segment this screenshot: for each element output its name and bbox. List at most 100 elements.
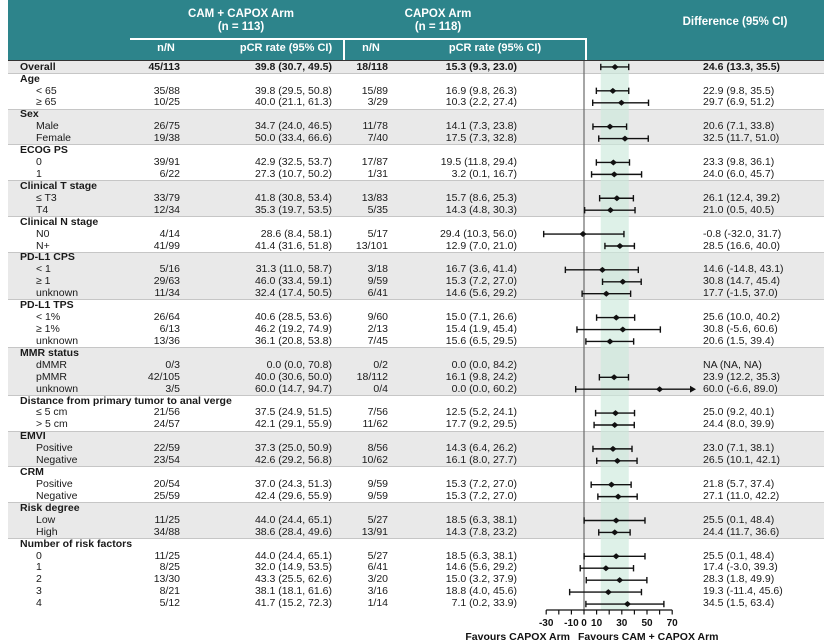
arm2-pcr-cell: 7.1 (0.2, 33.9) (451, 597, 517, 610)
arm2-pcr-cell: 15.3 (7.2, 27.0) (445, 489, 517, 502)
arm2-pcr-cell: 19.5 (11.8, 29.4) (440, 156, 517, 169)
arm2-nN-cell: 1/14 (367, 597, 388, 610)
subgroup-header-label: ECOG PS (20, 144, 68, 157)
table-row: ECOG PS (8, 144, 824, 156)
row-label: < 65 (36, 84, 57, 97)
table-row: T4 12/34 35.3 (19.7, 53.5) 5/35 14.3 (4.8, 3… (8, 204, 824, 216)
arm1-pcr-cell: 39.8 (29.5, 50.8) (254, 84, 332, 97)
subgroup-header-label: EMVI (20, 430, 46, 443)
arm1-nN-cell: 34/88 (153, 525, 180, 538)
row-label: Overall (20, 60, 56, 73)
difference-cell: 17.4 (-3.0, 39.3) (703, 561, 778, 574)
arm1-nN-cell: 22/59 (153, 442, 180, 455)
difference-cell: 25.5 (0.1, 48.4) (703, 513, 775, 526)
difference-cell: 26.5 (10.1, 42.1) (703, 454, 781, 467)
table-row: ≥ 65 10/25 40.0 (21.1, 61.3) 3/29 10.3 (2.2,… (8, 97, 824, 109)
subgroup-block: PD-L1 TPS < 1% 26/64 40.6 (28.5, 53.6) 9/60 1… (8, 299, 824, 347)
difference-cell: NA (NA, NA) (703, 358, 762, 371)
arm1-pcr-cell: 0.0 (0.0, 70.8) (266, 358, 332, 371)
arm2-nN-cell: 7/40 (367, 132, 388, 145)
table-row: 0 39/91 42.9 (32.5, 53.7) 17/87 19.5 (11.8, … (8, 156, 824, 168)
difference-cell: 24.4 (11.7, 36.6) (703, 525, 780, 538)
arm1-pcr-cell: 39.8 (30.7, 49.5) (254, 60, 332, 73)
rows-container: Overall 45/113 39.8 (30.7, 49.5) 18/118 15.3… (8, 61, 824, 609)
difference-cell: 27.1 (11.0, 42.2) (703, 489, 780, 502)
arm2-pcr-cell: 10.3 (2.2, 27.4) (445, 96, 517, 109)
difference-cell: 20.6 (1.5, 39.4) (703, 334, 775, 347)
difference-cell: 26.1 (12.4, 39.2) (703, 191, 781, 204)
table-row: unknown 13/36 36.1 (20.8, 53.8) 7/45 15.6 (6… (8, 335, 824, 347)
arm2-pcr-cell: 14.3 (7.8, 23.2) (445, 525, 517, 538)
arm2-pcr-cell: 14.6 (5.6, 29.2) (445, 287, 517, 300)
table-row: > 5 cm 24/57 42.1 (29.1, 55.9) 11/62 17.7 (9… (8, 419, 824, 431)
subgroup-block: Risk degree Low 11/25 44.0 (24.4, 65.1) 5/27… (8, 502, 824, 538)
arm2-nN-cell: 0/2 (373, 358, 388, 371)
arm2-nN-cell: 5/35 (367, 203, 388, 216)
table-row: Distance from primary tumor to anal verg… (8, 395, 824, 407)
difference-cell: 19.3 (-11.4, 45.6) (703, 585, 783, 598)
arm1-pcr-cell: 42.4 (29.6, 55.9) (254, 489, 332, 502)
subgroup-header-label: MMR status (20, 346, 79, 359)
arm1-nN-cell: 11/34 (154, 287, 181, 300)
row-label: unknown (36, 287, 79, 300)
arm1-pcr-cell: 41.8 (30.8, 53.4) (254, 191, 332, 204)
difference-cell: -0.8 (-32.0, 31.7) (703, 227, 782, 240)
arm2-nN-cell: 1/31 (367, 168, 388, 180)
arm1-nN-cell: 23/54 (153, 454, 180, 467)
axis-tick-label: 30 (616, 618, 628, 629)
header-cell-divider (343, 38, 345, 60)
arm1-pcr-cell: 41.7 (15.2, 72.3) (254, 597, 332, 610)
arm2-pcr-cell: 14.6 (5.6, 29.2) (445, 561, 517, 574)
nN-column-header-arm2: n/N (362, 42, 380, 54)
table-row: dMMR 0/3 0.0 (0.0, 70.8) 0/2 0.0 (0.0, 84.2)… (8, 359, 824, 371)
difference-cell: 30.8 (14.7, 45.4) (703, 275, 781, 288)
arm2-pcr-cell: 15.4 (1.9, 45.4) (445, 322, 517, 335)
subgroup-block: MMR status dMMR 0/3 0.0 (0.0, 70.8) 0/2 0.0 (… (8, 347, 824, 395)
arm2-nN-cell: 8/56 (367, 442, 388, 455)
subgroup-block: Overall 45/113 39.8 (30.7, 49.5) 18/118 15.3… (8, 61, 824, 73)
table-row: ≥ 1% 6/13 46.2 (19.2, 74.9) 2/13 15.4 (1.9, … (8, 323, 824, 335)
arm2-nN-cell: 3/18 (367, 263, 388, 276)
table-row: Number of risk factors (8, 538, 824, 550)
arm1-nN-cell: 42/105 (147, 370, 180, 383)
difference-cell: 20.6 (7.1, 33.8) (703, 120, 775, 133)
arm2-nN-cell: 5/27 (367, 549, 388, 562)
subgroup-block: CRM Positive 20/54 37.0 (24.3, 51.3) 9/59 15.… (8, 466, 824, 502)
arm1-pcr-cell: 27.3 (10.7, 50.2) (254, 168, 332, 180)
arm2-pcr-cell: 15.0 (3.2, 37.9) (445, 573, 517, 586)
arm2-nN-cell: 9/59 (367, 275, 388, 288)
table-row: < 1 5/16 31.3 (11.0, 58.7) 3/18 16.7 (3.6, 4… (8, 264, 824, 276)
arm1-nN-cell: 19/38 (153, 132, 180, 145)
subgroup-block: ECOG PS 0 39/91 42.9 (32.5, 53.7) 17/87 19.5 … (8, 144, 824, 180)
arm2-pcr-cell: 17.5 (7.3, 32.8) (445, 132, 517, 145)
table-row: ≥ 1 29/63 46.0 (33.4, 59.1) 9/59 15.3 (7.2, … (8, 276, 824, 288)
table-row: PD-L1 CPS (8, 252, 824, 264)
row-label: < 1% (36, 311, 61, 324)
table-row: N+ 41/99 41.4 (31.6, 51.8) 13/101 12.9 (7.0,… (8, 240, 824, 252)
table-row: EMVI (8, 431, 824, 443)
table-row: Low 11/25 44.0 (24.4, 65.1) 5/27 18.5 (6.3, … (8, 514, 824, 526)
arm2-nN-cell: 9/59 (367, 477, 388, 490)
arm2-nN-cell: 0/4 (373, 382, 388, 395)
table-row: unknown 11/34 32.4 (17.4, 50.5) 6/41 14.6 (5… (8, 288, 824, 300)
arm1-pcr-cell: 35.3 (19.7, 53.5) (254, 203, 332, 216)
row-label: Male (36, 120, 59, 133)
arm2-pcr-cell: 18.5 (6.3, 38.1) (445, 513, 517, 526)
difference-cell: 17.7 (-1.5, 37.0) (703, 287, 778, 300)
table-row: 4 5/12 41.7 (15.2, 72.3) 1/14 7.1 (0.2, 33.9… (8, 597, 824, 609)
difference-cell: 34.5 (1.5, 63.4) (703, 597, 775, 610)
arm1-nN-cell: 20/54 (153, 477, 180, 490)
favours-cam-capox-label: Favours CAM + CAPOX Arm (578, 631, 719, 643)
arm1-nN-cell: 13/36 (153, 334, 180, 347)
subgroup-header-label: Age (20, 72, 40, 85)
arm1-nN-cell: 11/25 (154, 549, 181, 562)
row-label: 1 (36, 168, 42, 180)
table-row: Risk degree (8, 502, 824, 514)
arm1-nN-cell: 29/63 (153, 275, 180, 288)
subgroup-header-label: Sex (20, 108, 39, 121)
difference-cell: 28.3 (1.8, 49.9) (703, 573, 775, 586)
arm1-nN-cell: 8/25 (159, 561, 180, 574)
arm2-pcr-cell: 12.9 (7.0, 21.0) (445, 239, 517, 252)
arm2-nN-cell: 9/60 (367, 311, 388, 324)
arm2-pcr-cell: 15.7 (8.6, 25.3) (445, 191, 517, 204)
